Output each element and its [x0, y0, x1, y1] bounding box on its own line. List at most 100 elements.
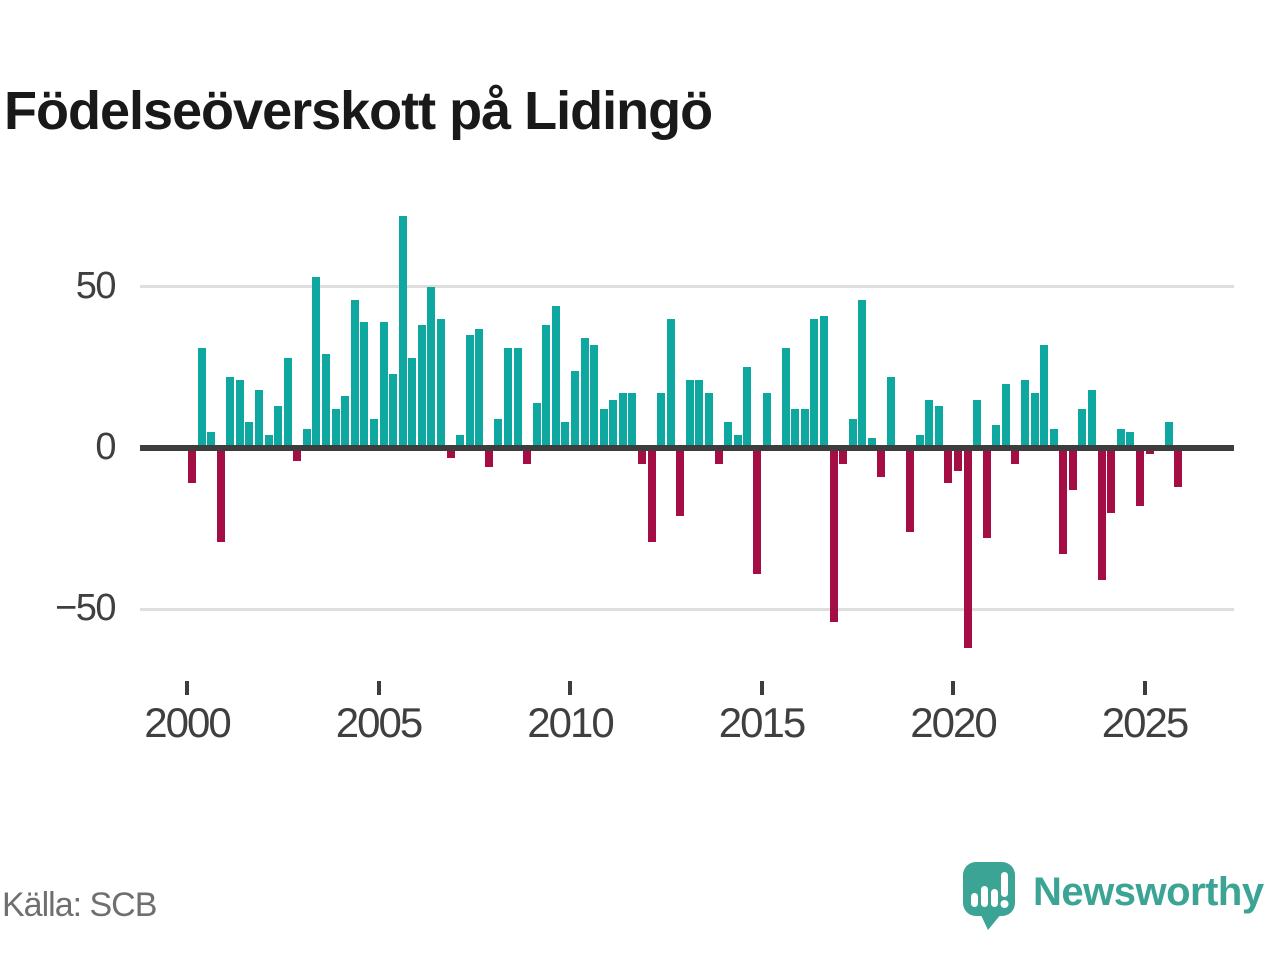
bar-2007-Q3 — [475, 328, 484, 448]
page-title: Födelseöverskott på Lidingö — [4, 81, 713, 142]
bar-2013-Q3 — [705, 393, 714, 448]
bar-2001-Q1 — [226, 377, 235, 448]
bar-2019-Q3 — [934, 406, 943, 448]
bar-2005-Q3 — [398, 215, 407, 448]
x-axis-label-2020: 2020 — [910, 699, 997, 746]
bar-2005-Q2 — [389, 373, 398, 448]
bar-2014-Q4 — [752, 448, 761, 574]
bar-2009-Q3 — [551, 306, 560, 448]
bar-2013-Q4 — [714, 448, 723, 465]
bar-2004-Q4 — [369, 418, 378, 448]
y-axis-label-0: 0 — [95, 426, 116, 469]
bar-2004-Q1 — [341, 396, 350, 448]
bar-2022-Q1 — [1030, 393, 1039, 448]
bar-2000-Q2 — [197, 348, 206, 448]
brand-name: Newsworthy — [1033, 870, 1264, 914]
bar-2008-Q3 — [513, 348, 522, 448]
bar-2015-Q4 — [791, 409, 800, 448]
bar-2014-Q1 — [724, 422, 733, 448]
bar-2007-Q4 — [484, 448, 493, 468]
bar-2012-Q1 — [647, 448, 656, 542]
bar-2013-Q1 — [685, 380, 694, 448]
bar-2005-Q1 — [379, 322, 388, 448]
source-note: Källa: SCB — [2, 886, 157, 924]
x-axis-label-2010: 2010 — [527, 699, 614, 746]
newsworthy-branding: Newsworthy — [963, 862, 1264, 930]
x-axis-label-2025: 2025 — [1101, 699, 1189, 746]
bar-2007-Q2 — [465, 335, 474, 448]
bar-2019-Q1 — [915, 435, 924, 448]
bar-2007-Q1 — [456, 435, 465, 448]
x-axis-label-2005: 2005 — [335, 699, 423, 746]
bar-2024-Q1 — [1107, 448, 1116, 513]
bar-2006-Q4 — [446, 448, 455, 458]
bar-2001-Q3 — [245, 422, 254, 448]
bar-2014-Q2 — [733, 435, 742, 448]
gridline-y-50 — [140, 607, 1234, 611]
bar-2008-Q2 — [503, 348, 512, 448]
bar-2003-Q2 — [312, 277, 321, 448]
bar-2018-Q4 — [906, 448, 915, 532]
x-axis-zero-line — [140, 445, 1234, 451]
bar-2012-Q2 — [657, 393, 666, 448]
bar-2017-Q4 — [867, 438, 876, 448]
bar-2009-Q4 — [561, 422, 570, 448]
bar-2000-Q1 — [188, 448, 196, 484]
bar-2001-Q2 — [235, 380, 244, 448]
bar-2003-Q4 — [331, 409, 340, 448]
x-axis-tick-2025 — [1142, 681, 1147, 695]
bar-2025-Q3 — [1164, 422, 1173, 448]
bar-2023-Q1 — [1068, 448, 1077, 490]
bar-2020-Q4 — [982, 448, 991, 539]
bar-2002-Q1 — [264, 435, 273, 448]
bar-2025-Q4 — [1174, 448, 1183, 487]
bar-2012-Q4 — [676, 448, 685, 516]
bar-2002-Q4 — [293, 448, 302, 461]
bar-2000-Q3 — [207, 431, 216, 448]
bar-2019-Q2 — [925, 399, 934, 448]
bar-2011-Q3 — [628, 393, 637, 448]
x-axis-tick-2000 — [185, 681, 189, 695]
x-axis-tick-2005 — [376, 681, 381, 695]
bar-2010-Q1 — [571, 370, 579, 448]
bar-2022-Q3 — [1049, 428, 1058, 448]
bar-2023-Q4 — [1097, 448, 1106, 581]
bar-2011-Q2 — [618, 393, 627, 448]
x-axis-tick-2020 — [951, 681, 955, 695]
bar-2024-Q3 — [1126, 431, 1135, 448]
x-axis-tick-2010 — [568, 681, 572, 695]
bar-2005-Q4 — [408, 357, 417, 448]
bar-2020-Q1 — [954, 448, 962, 471]
bar-2023-Q3 — [1088, 389, 1097, 448]
bar-2021-Q1 — [992, 425, 1001, 448]
bar-2001-Q4 — [255, 389, 264, 448]
bar-2003-Q1 — [302, 428, 311, 448]
bar-2009-Q1 — [532, 402, 541, 448]
bar-2012-Q3 — [666, 319, 675, 448]
x-axis-label-2015: 2015 — [718, 699, 806, 746]
bar-2010-Q3 — [590, 344, 599, 448]
bar-2008-Q4 — [523, 448, 532, 465]
y-axis-label-50: 50 — [75, 264, 117, 307]
bar-2015-Q1 — [762, 393, 771, 448]
bar-2019-Q4 — [944, 448, 953, 484]
bar-2002-Q3 — [283, 357, 292, 448]
bar-2004-Q3 — [360, 322, 369, 448]
bar-2017-Q2 — [848, 418, 857, 448]
bar-2016-Q3 — [819, 315, 828, 448]
bar-2002-Q2 — [274, 406, 283, 448]
bar-2018-Q1 — [877, 448, 886, 478]
bar-2009-Q2 — [542, 325, 551, 448]
y-axis-label--50: −50 — [55, 587, 116, 630]
bar-2015-Q3 — [781, 348, 790, 448]
bar-2008-Q1 — [494, 418, 503, 448]
bar-2011-Q1 — [609, 399, 618, 448]
bar-2017-Q3 — [858, 299, 867, 448]
x-axis-label-2000: 2000 — [144, 699, 231, 746]
bar-2024-Q4 — [1135, 448, 1144, 507]
bar-2022-Q4 — [1059, 448, 1068, 555]
bar-2006-Q3 — [436, 319, 445, 448]
bar-2016-Q2 — [810, 319, 819, 448]
bar-2024-Q2 — [1116, 428, 1125, 448]
bar-2006-Q1 — [417, 325, 426, 448]
